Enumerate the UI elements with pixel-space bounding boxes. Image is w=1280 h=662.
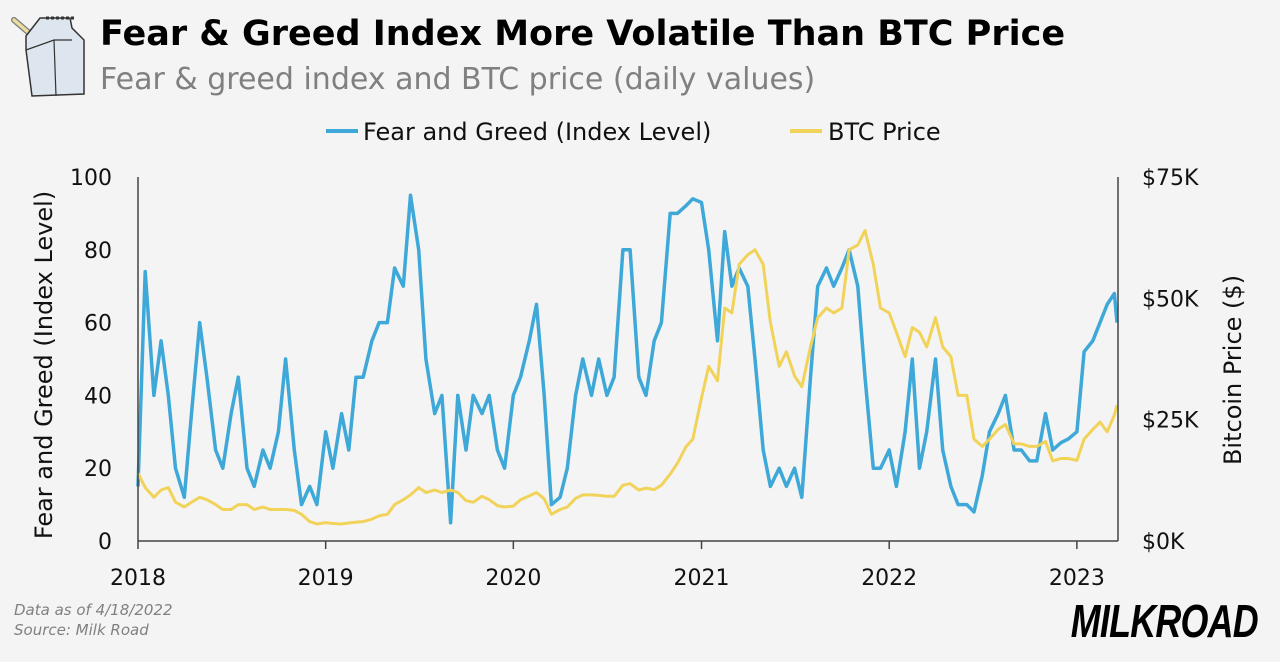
fear-greed-line (136, 193, 1119, 525)
y-tick-label: 60 (84, 312, 112, 337)
btc-price-line (136, 228, 1119, 526)
y-axis-title: Fear and Greed (Index Level) (30, 191, 58, 539)
y-tick-label: 80 (84, 239, 112, 264)
x-tick-label: 2018 (110, 566, 166, 591)
source-note: Source: Milk Road (14, 621, 149, 639)
data-date-note: Data as of 4/18/2022 (14, 601, 173, 619)
y2-tick-label: $75K (1142, 166, 1199, 191)
axes (137, 177, 1119, 542)
legend: Fear and Greed (Index Level) BTC Price (326, 118, 941, 146)
x-tick-label: 2022 (861, 566, 917, 591)
y-tick-label: 100 (70, 166, 112, 191)
chart-subtitle: Fear & greed index and BTC price (daily … (100, 62, 816, 97)
y2-axis-title: Bitcoin Price ($) (1219, 275, 1247, 465)
chart-title: Fear & Greed Index More Volatile Than BT… (100, 14, 1066, 54)
legend-label-fear-greed: Fear and Greed (Index Level) (363, 118, 711, 146)
x-tick-label: 2023 (1049, 566, 1105, 591)
y2-tick-label: $0K (1142, 530, 1185, 555)
y-tick-label: 0 (98, 530, 112, 555)
y-tick-label: 40 (84, 384, 112, 409)
y2-tick-label: $50K (1142, 287, 1199, 312)
milkroad-logo: MILKROAD (1070, 595, 1259, 647)
legend-label-btc: BTC Price (828, 118, 941, 146)
y2-tick-label: $25K (1142, 409, 1199, 434)
x-tick-label: 2021 (674, 566, 730, 591)
x-tick-label: 2020 (485, 566, 541, 591)
x-tick-label: 2019 (298, 566, 354, 591)
milk-carton-icon (11, 16, 85, 97)
y-tick-label: 20 (84, 457, 112, 482)
